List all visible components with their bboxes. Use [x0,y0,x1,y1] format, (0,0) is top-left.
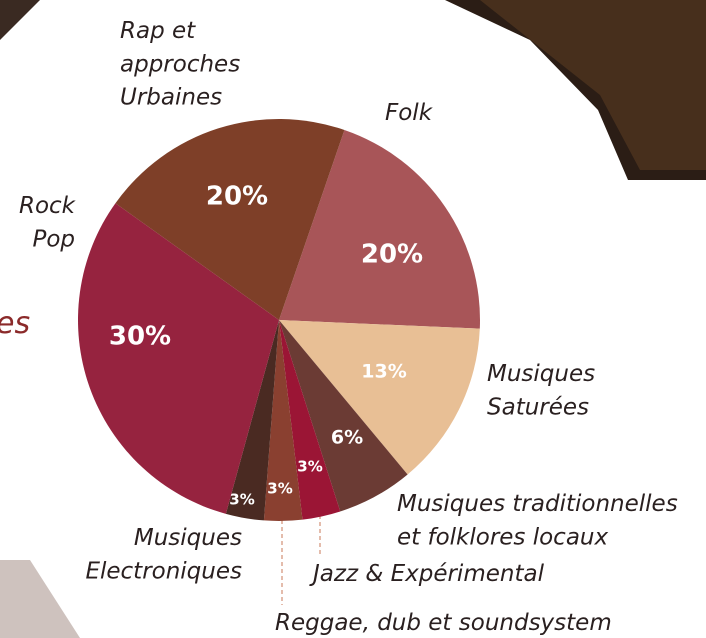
value-label: 3% [267,480,292,498]
category-label: Jazz & Expérimental [309,561,545,587]
category-label: Musiques Electroniques [85,525,242,584]
value-label: 3% [229,491,254,509]
pie-slice [115,118,345,320]
background-corner [0,0,40,40]
category-label: Folk [385,100,434,126]
value-label: 6% [331,427,363,449]
category-label: Rock Pop [19,193,77,252]
category-label: Rap et approches Urbaines [120,18,240,111]
pie-slice [279,320,480,475]
pie-slice [78,203,279,514]
value-label: 20% [206,182,268,212]
background-text: es [0,306,30,341]
category-label: Musiques traditionnelles et folklores loc… [397,491,678,550]
category-label: Reggae, dub et soundsystem [275,610,612,636]
category-label: Musiques Saturées [487,361,595,420]
value-label: 30% [109,322,171,352]
background-texture [0,560,80,638]
value-label: 3% [297,458,322,476]
pie-slice [279,129,481,329]
value-label: 20% [361,240,423,270]
pie-slice [279,320,341,520]
pie-slice [263,320,303,521]
background-photo-detail [480,0,706,170]
pie-slice [279,320,408,512]
value-label: 13% [361,361,406,383]
pie-slice [225,320,279,521]
